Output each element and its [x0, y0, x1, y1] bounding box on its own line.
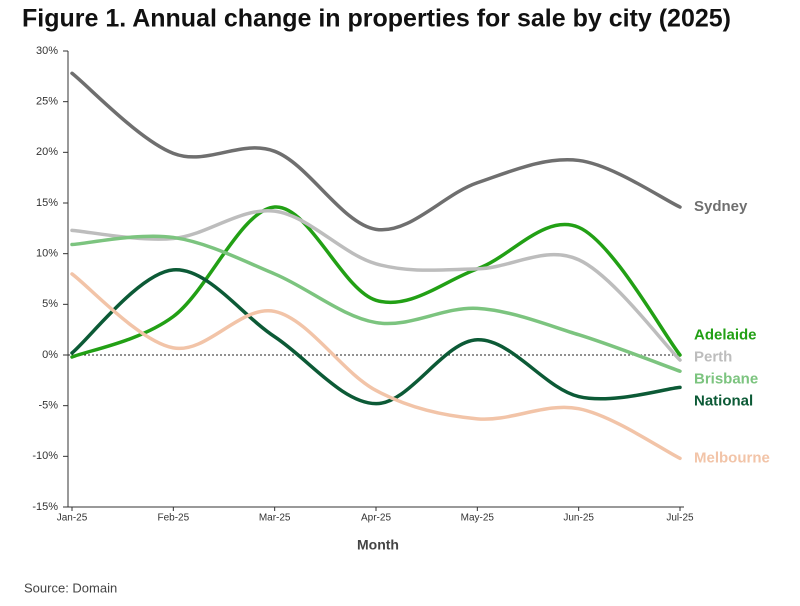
- line-end-label: National: [694, 392, 753, 409]
- y-tick-label: 10%: [36, 248, 58, 260]
- y-tick-label: 20%: [36, 146, 58, 158]
- x-tick-label: Jul-25: [666, 513, 694, 524]
- line-end-label: Adelaide: [694, 326, 757, 343]
- x-tick-label: Mar-25: [259, 513, 291, 524]
- x-axis-title: Month: [357, 537, 399, 553]
- x-tick-label: Jan-25: [57, 513, 88, 524]
- y-tick-label: -10%: [32, 450, 58, 462]
- x-tick-label: Apr-25: [361, 513, 391, 524]
- line-end-label: Sydney: [694, 198, 748, 215]
- series-line: [70, 71, 682, 232]
- x-tick-label: Feb-25: [157, 513, 189, 524]
- x-tick-label: Jun-25: [563, 513, 594, 524]
- series-line: [70, 205, 682, 359]
- source-note: Source: Domain: [24, 580, 117, 595]
- series-line: [70, 272, 682, 461]
- series-line: [70, 234, 682, 373]
- line-end-label: Brisbane: [694, 370, 758, 387]
- line-end-label: Perth: [694, 348, 732, 365]
- y-tick-label: 0%: [42, 349, 58, 361]
- series-line: [70, 268, 682, 406]
- y-tick-label: 5%: [42, 298, 58, 310]
- line-end-label: Melbourne: [694, 449, 770, 466]
- y-tick-label: -15%: [32, 501, 58, 513]
- chart-title: Figure 1. Annual change in properties fo…: [22, 5, 731, 33]
- y-tick-label: 25%: [36, 96, 58, 108]
- y-tick-label: -5%: [38, 400, 58, 412]
- x-tick-label: May-25: [461, 513, 495, 524]
- y-tick-label: 15%: [36, 197, 58, 209]
- y-tick-label: 30%: [36, 45, 58, 57]
